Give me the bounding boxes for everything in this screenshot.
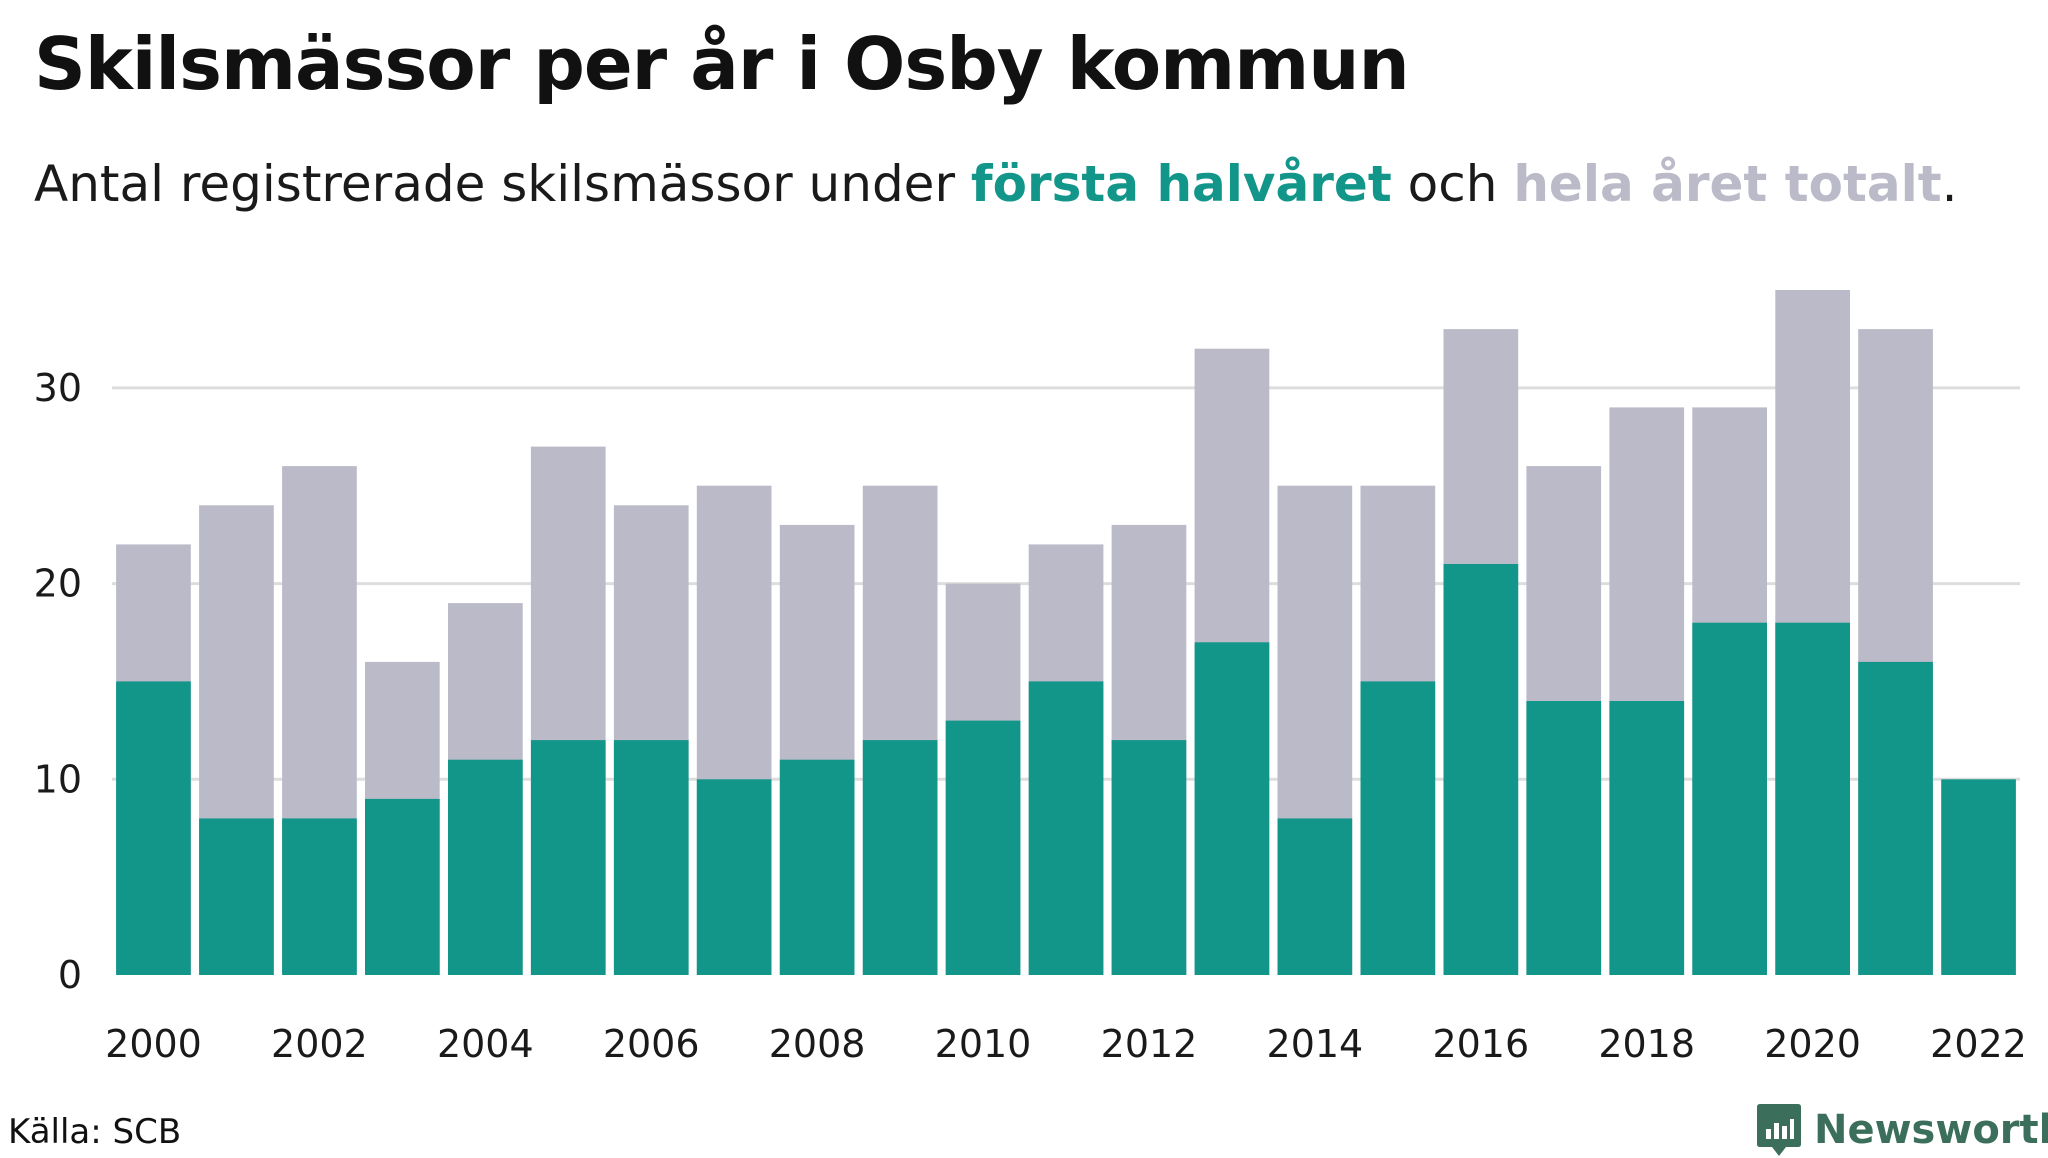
x-tick-label: 2020 bbox=[1764, 1022, 1861, 1066]
bar-chart: 0 10 20 30 2000 2002 2004 2006 2008 2010 2012 2014… bbox=[34, 290, 2027, 1066]
bar-first-half-2008 bbox=[779, 759, 855, 975]
bar-first-half-2019 bbox=[1692, 622, 1767, 975]
subtitle-text-middle: och bbox=[1391, 155, 1514, 213]
bar-first-half-2020 bbox=[1775, 622, 1850, 975]
x-tick-label: 2000 bbox=[105, 1022, 202, 1066]
y-axis-ticks: 0 10 20 30 bbox=[34, 366, 82, 997]
bar-first-half-2017 bbox=[1526, 701, 1602, 975]
legend-full-year: hela året totalt bbox=[1513, 155, 1942, 213]
bar-first-half-2006 bbox=[613, 740, 689, 975]
y-tick-label: 10 bbox=[34, 757, 82, 801]
bar-first-half-2000 bbox=[116, 681, 191, 975]
x-tick-label: 2018 bbox=[1598, 1022, 1695, 1066]
brand-name: Newsworthy bbox=[1814, 1107, 2048, 1153]
bar-first-half-2011 bbox=[1028, 681, 1104, 975]
newsworthy-logo-icon bbox=[1757, 1104, 1801, 1156]
x-tick-label: 2016 bbox=[1432, 1022, 1529, 1066]
y-tick-label: 20 bbox=[34, 562, 82, 606]
bar-first-half-2018 bbox=[1609, 701, 1685, 975]
legend-first-half: första halvåret bbox=[970, 155, 1392, 213]
x-tick-label: 2022 bbox=[1930, 1022, 2027, 1066]
chart-subtitle: Antal registrerade skilsmässor under för… bbox=[34, 155, 1958, 213]
bar-first-half-2005 bbox=[530, 740, 606, 975]
x-tick-label: 2014 bbox=[1267, 1022, 1364, 1066]
bar-first-half-2015 bbox=[1360, 681, 1436, 975]
x-tick-label: 2004 bbox=[437, 1022, 534, 1066]
bar-first-half-2007 bbox=[696, 779, 772, 975]
bar-first-half-2002 bbox=[282, 818, 357, 975]
x-tick-label: 2008 bbox=[769, 1022, 866, 1066]
bar-first-half-2014 bbox=[1277, 818, 1353, 975]
bar-first-half-2004 bbox=[448, 759, 523, 975]
chart-title: Skilsmässor per år i Osby kommun bbox=[34, 22, 1410, 106]
bar-first-half-2012 bbox=[1111, 740, 1187, 975]
y-tick-label: 0 bbox=[58, 953, 82, 997]
bar-first-half-2013 bbox=[1194, 642, 1270, 975]
bar-first-half-2022 bbox=[1941, 779, 2016, 975]
bar-first-half-2003 bbox=[365, 798, 440, 975]
bar-first-half-2010 bbox=[945, 720, 1021, 975]
bar-first-half-2021 bbox=[1858, 661, 1933, 975]
bar-first-half-2016 bbox=[1443, 564, 1519, 975]
subtitle-text-start: Antal registrerade skilsmässor under bbox=[34, 155, 971, 213]
x-axis-ticks: 2000 2002 2004 2006 2008 2010 2012 2014 2016 2018… bbox=[105, 1022, 2027, 1066]
y-tick-label: 30 bbox=[34, 366, 82, 410]
x-tick-label: 2012 bbox=[1101, 1022, 1198, 1066]
x-tick-label: 2002 bbox=[271, 1022, 368, 1066]
x-tick-label: 2006 bbox=[603, 1022, 700, 1066]
source-label: Källa: SCB bbox=[8, 1112, 182, 1152]
x-tick-label: 2010 bbox=[935, 1022, 1032, 1066]
bar-first-half-2009 bbox=[862, 740, 938, 975]
bar-first-half-2001 bbox=[199, 818, 274, 975]
subtitle-text-end: . bbox=[1941, 155, 1958, 213]
brand[interactable]: Newsworthy bbox=[1756, 1102, 2048, 1158]
bars bbox=[116, 290, 2016, 976]
